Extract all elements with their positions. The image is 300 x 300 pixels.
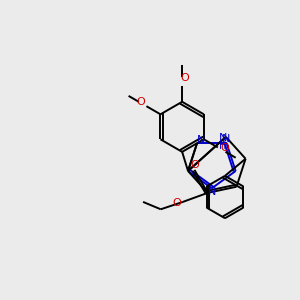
Text: H: H [219,141,226,151]
Text: O: O [136,97,145,106]
Text: N: N [208,187,216,197]
Text: O: O [172,197,181,208]
Text: N: N [222,134,231,145]
Text: O: O [190,160,199,170]
Text: O: O [220,143,229,153]
Text: N: N [219,134,227,143]
Text: O: O [180,73,189,83]
Text: N: N [196,135,205,145]
